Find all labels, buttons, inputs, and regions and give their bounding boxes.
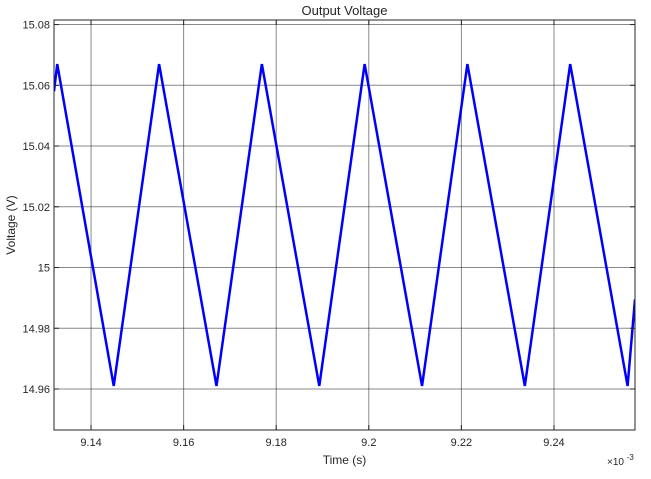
x-axis-label: Time (s) [323,453,367,467]
x-axis: 9.14 9.16 9.18 9.2 9.22 9.24 [80,20,565,449]
x-axis-exponent-power: -3 [627,453,635,462]
y-tick-label: 15.02 [22,202,50,214]
x-tick-label: 9.2 [361,437,376,449]
y-tick-label: 14.98 [22,323,50,335]
x-axis-exponent: ×10 -3 [607,453,634,468]
y-tick-label: 15.04 [22,141,50,153]
chart-title: Output Voltage [301,3,387,18]
series-group [54,63,635,387]
x-tick-label: 9.22 [451,437,472,449]
y-tick-label: 14.96 [22,384,50,396]
plot-frame [53,19,636,431]
plot-area [54,20,635,430]
x-tick-label: 9.18 [266,437,287,449]
series-line [54,63,635,387]
x-tick-label: 9.24 [543,437,564,449]
y-tick-label: 15.06 [22,80,50,92]
x-axis-exponent-base: ×10 [607,457,624,468]
y-axis-label: Voltage (V) [4,195,18,254]
x-tick-label: 9.16 [173,437,194,449]
y-tick-label: 15 [38,263,50,275]
y-axis: 14.96 14.98 15 15.02 15.04 15.06 15.08 [22,20,635,396]
y-tick-label: 15.08 [22,20,50,32]
x-tick-label: 9.14 [80,437,101,449]
grid [54,20,635,430]
